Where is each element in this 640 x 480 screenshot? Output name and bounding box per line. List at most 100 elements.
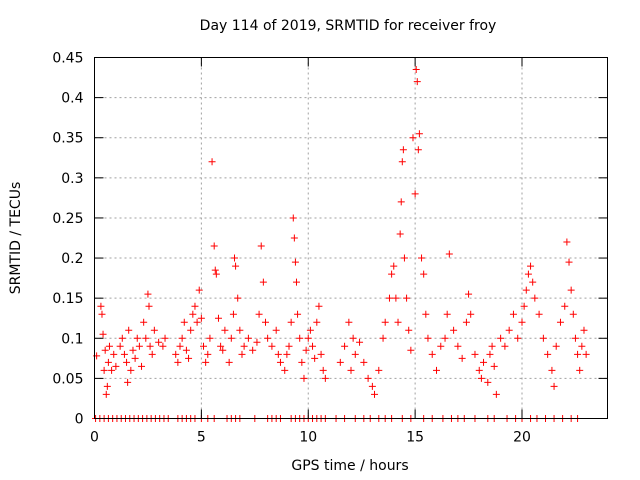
data-point [110,350,118,358]
data-point [535,310,543,318]
data-point [289,214,297,222]
data-point [411,190,419,198]
data-point [210,242,218,250]
data-point [520,302,528,310]
data-point [253,338,261,346]
data-point [172,350,180,358]
data-point [565,258,573,266]
data-point [204,350,212,358]
data-point [552,342,560,350]
data-point [465,290,473,298]
data-point [336,358,344,366]
data-point [103,382,111,390]
data-point [390,262,398,270]
data-point [244,334,252,342]
data-point [116,342,124,350]
data-point [349,334,357,342]
data-point [306,326,314,334]
data-point [148,350,156,358]
data-point [544,350,552,358]
data-point [364,374,372,382]
data-point [360,358,368,366]
data-point [317,350,325,358]
data-point [400,254,408,262]
data-point [259,278,267,286]
grid-lines [94,57,608,419]
data-point [285,342,293,350]
data-point [567,286,575,294]
data-point [518,318,526,326]
data-point [185,354,193,362]
data-point [217,342,225,350]
data-point [229,310,237,318]
data-point [102,390,110,398]
data-point [294,310,302,318]
data-point [211,266,219,274]
data-point [276,358,284,366]
data-point [146,342,154,350]
data-point [225,358,233,366]
data-point [100,366,108,374]
data-point [212,270,220,278]
data-point [309,342,317,350]
data-point [412,66,420,74]
data-point [140,318,148,326]
data-point [319,366,327,374]
y-axis-label: SRMTID / TECUs [8,182,24,295]
data-point [388,270,396,278]
data-point [131,354,139,362]
data-point [490,362,498,370]
data-point [375,366,383,374]
data-point [381,318,389,326]
data-point [101,346,109,354]
data-point [99,330,107,338]
data-point [399,146,407,154]
data-point [392,294,400,302]
data-point [272,326,280,334]
data-point [118,334,126,342]
data-point [221,326,229,334]
data-point [124,378,132,386]
data-point [133,334,141,342]
data-point [311,354,319,362]
data-point [356,338,364,346]
data-point [488,342,496,350]
data-point [240,342,248,350]
data-point [477,374,485,382]
data-point [302,346,310,354]
data-point [219,346,227,354]
data-point [379,334,387,342]
data-point [255,310,263,318]
y-tick-label: 0.05 [52,371,83,387]
y-tick-label: 0 [75,412,84,428]
data-point [397,198,405,206]
data-point [135,342,143,350]
data-point [313,318,321,326]
data-point [385,294,393,302]
data-point [214,314,222,322]
data-point [480,358,488,366]
data-point [458,354,466,362]
y-tick-label: 0.45 [52,51,83,67]
data-point [413,78,421,86]
x-tick-label: 15 [406,430,424,446]
data-point [563,238,571,246]
data-point [292,278,300,286]
data-point [527,262,535,270]
data-point [514,334,522,342]
data-point [189,310,197,318]
data-points [92,66,590,422]
data-point [407,346,415,354]
y-tick-label: 0.1 [61,331,83,347]
data-point [200,342,208,350]
data-point [409,134,417,142]
data-point [155,338,163,346]
data-point [484,378,492,386]
data-point [454,342,462,350]
data-point [300,374,308,382]
data-point [437,342,445,350]
x-tick-label: 5 [197,430,206,446]
data-point [398,158,406,166]
